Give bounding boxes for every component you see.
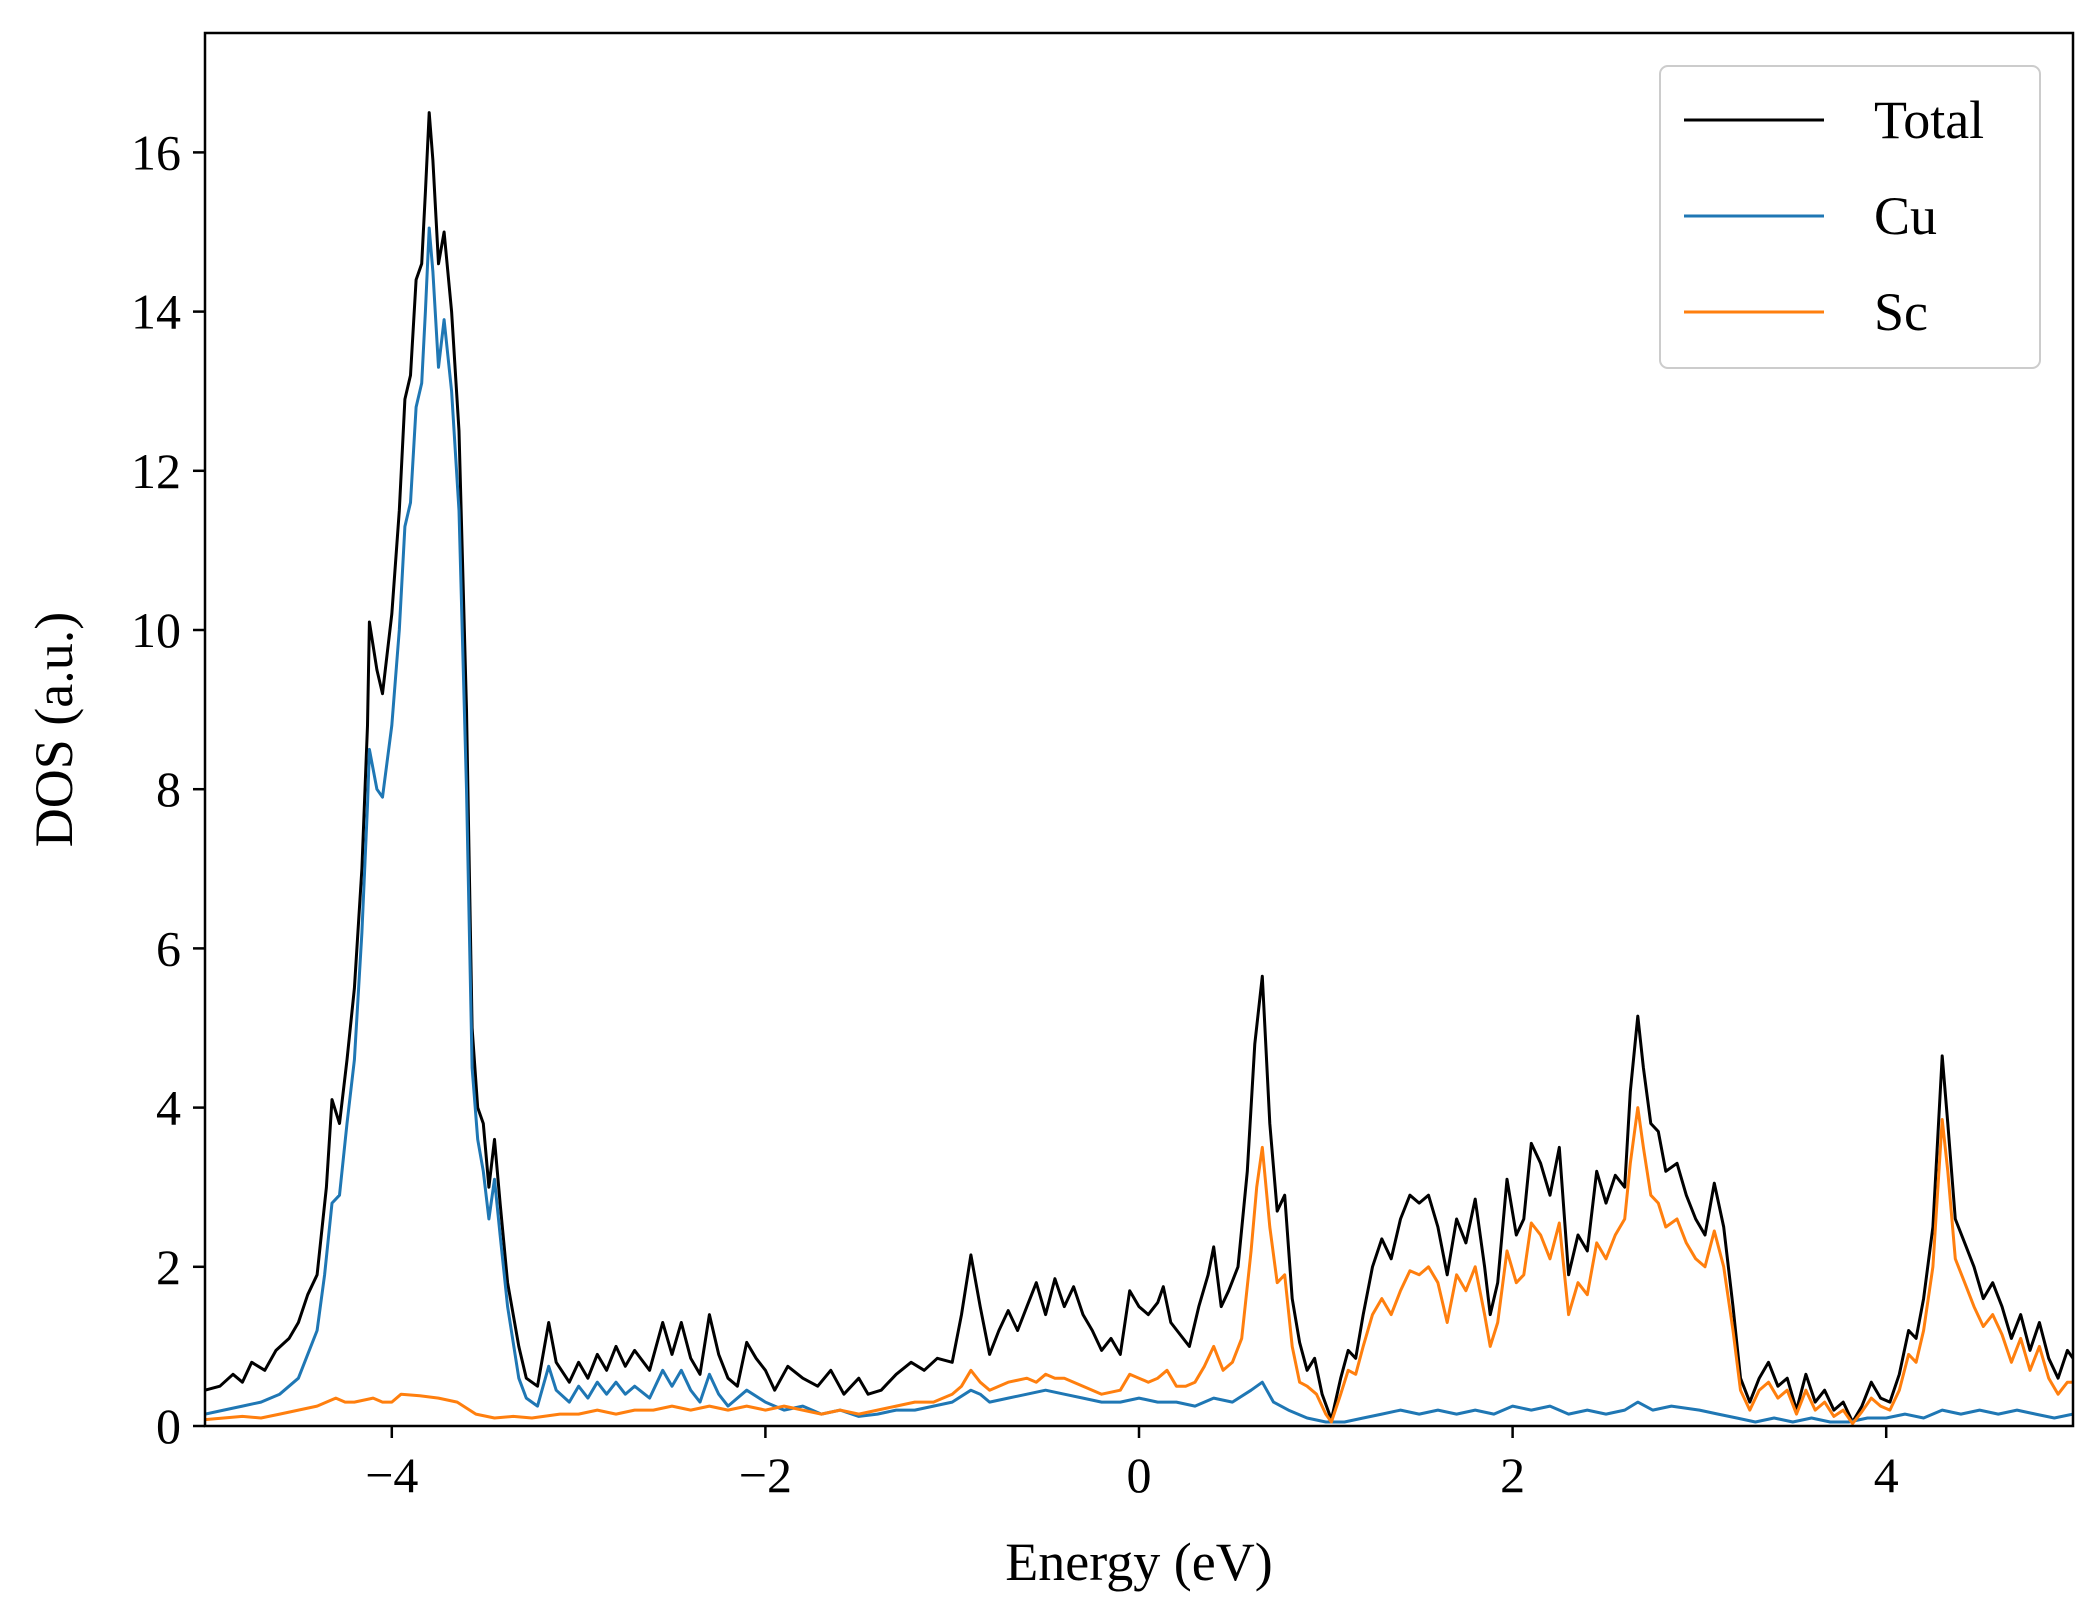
x-tick-label: −2 [739,1447,792,1503]
legend-box [1659,65,2041,369]
y-tick-label: 4 [156,1080,181,1136]
legend-label-cu: Cu [1874,186,1937,246]
y-tick-label: 10 [131,602,181,658]
x-tick-label: 0 [1127,1447,1152,1503]
x-axis-title: Energy (eV) [1005,1532,1272,1592]
x-tick-label: 2 [1500,1447,1525,1503]
y-tick-label: 12 [131,443,181,499]
axes-layer: −4 −2 0 2 4 0 2 4 6 8 10 12 14 16 Energy (eV) DOS (a.u.… [24,31,2075,1592]
x-tick-label: −4 [365,1447,418,1503]
legend-label-sc: Sc [1874,282,1928,342]
y-axis-title: DOS (a.u.) [24,612,84,847]
y-tick-label: 6 [156,920,181,976]
series-line-cu [205,226,2073,1424]
legend: Total Cu Sc [1659,65,2041,369]
series-line-sc [205,1106,2073,1426]
series-layer [205,111,2073,1426]
y-tick-label: 8 [156,761,181,817]
y-tick-label: 14 [131,284,181,340]
y-tick-label: 0 [156,1398,181,1454]
y-tick-label: 16 [131,124,181,180]
legend-label-total: Total [1874,90,1984,150]
y-tick-label: 2 [156,1239,181,1295]
x-tick-label: 4 [1874,1447,1899,1503]
